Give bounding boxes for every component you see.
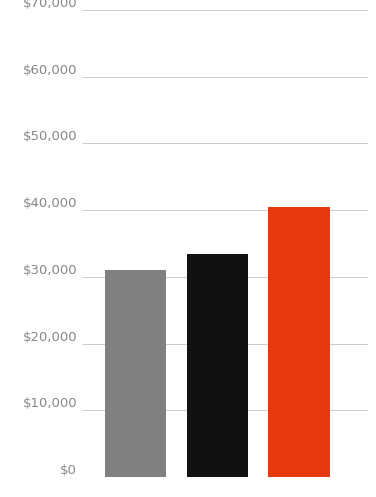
Bar — [105, 270, 167, 477]
Bar — [187, 253, 248, 477]
Bar — [268, 207, 330, 477]
